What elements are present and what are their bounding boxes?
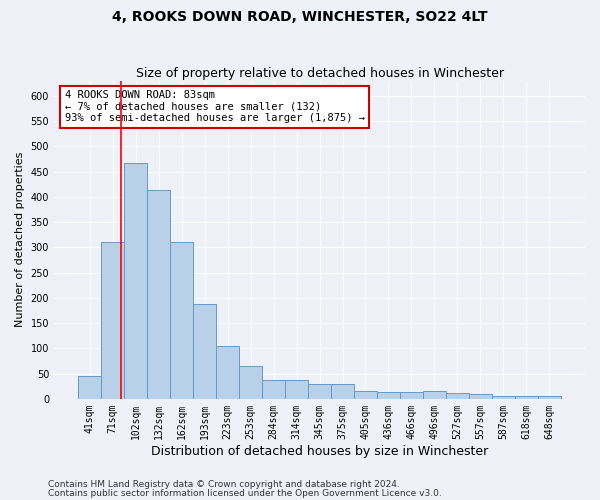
Bar (400, 392, 423, 399)
X-axis label: Distribution of detached houses by size in Winchester: Distribution of detached houses by size … (151, 444, 488, 458)
Bar (331, 384, 354, 399)
Bar (538, 396, 561, 399)
Bar (216, 346, 239, 399)
Bar (78, 376, 101, 399)
Bar (147, 190, 170, 399)
Bar (446, 394, 469, 399)
Y-axis label: Number of detached properties: Number of detached properties (15, 152, 25, 328)
Bar (492, 396, 515, 399)
Text: Contains HM Land Registry data © Crown copyright and database right 2024.: Contains HM Land Registry data © Crown c… (48, 480, 400, 489)
Text: Contains public sector information licensed under the Open Government Licence v3: Contains public sector information licen… (48, 488, 442, 498)
Bar (101, 242, 124, 399)
Bar (170, 242, 193, 399)
Bar (193, 304, 216, 399)
Bar (515, 396, 538, 399)
Text: 4 ROOKS DOWN ROAD: 83sqm
← 7% of detached houses are smaller (132)
93% of semi-d: 4 ROOKS DOWN ROAD: 83sqm ← 7% of detache… (65, 90, 365, 124)
Bar (469, 394, 492, 399)
Bar (239, 366, 262, 399)
Bar (354, 392, 377, 399)
Title: Size of property relative to detached houses in Winchester: Size of property relative to detached ho… (136, 66, 503, 80)
Bar (262, 380, 285, 399)
Bar (377, 392, 400, 399)
Bar (308, 384, 331, 399)
Bar (423, 392, 446, 399)
Text: 4, ROOKS DOWN ROAD, WINCHESTER, SO22 4LT: 4, ROOKS DOWN ROAD, WINCHESTER, SO22 4LT (112, 10, 488, 24)
Bar (124, 163, 147, 399)
Bar (285, 380, 308, 399)
